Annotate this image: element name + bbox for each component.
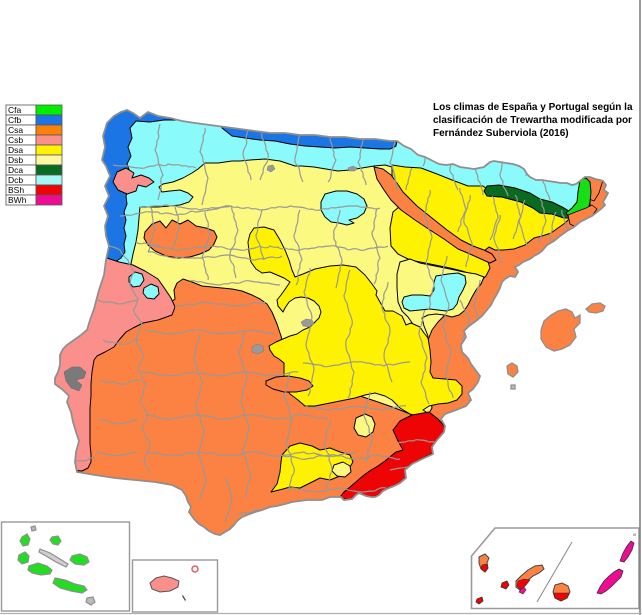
svg-text:BSh: BSh (8, 185, 24, 195)
svg-text:Fernández Suberviola (2016): Fernández Suberviola (2016) (433, 128, 569, 139)
svg-text:clasificación de Trewartha mod: clasificación de Trewartha modificada po… (433, 115, 632, 126)
svg-text:Los climas de España y Portuga: Los climas de España y Portugal según la (433, 102, 633, 113)
svg-text:Dsa: Dsa (8, 145, 23, 155)
svg-text:Cfb: Cfb (8, 115, 22, 125)
svg-text:Csb: Csb (8, 135, 23, 145)
svg-text:Dca: Dca (8, 165, 23, 175)
svg-text:Dcb: Dcb (8, 175, 23, 185)
svg-text:Dsb: Dsb (8, 155, 23, 165)
svg-text:Csa: Csa (8, 125, 23, 135)
svg-text:BWh: BWh (8, 195, 27, 205)
svg-text:Cfa: Cfa (8, 105, 22, 115)
